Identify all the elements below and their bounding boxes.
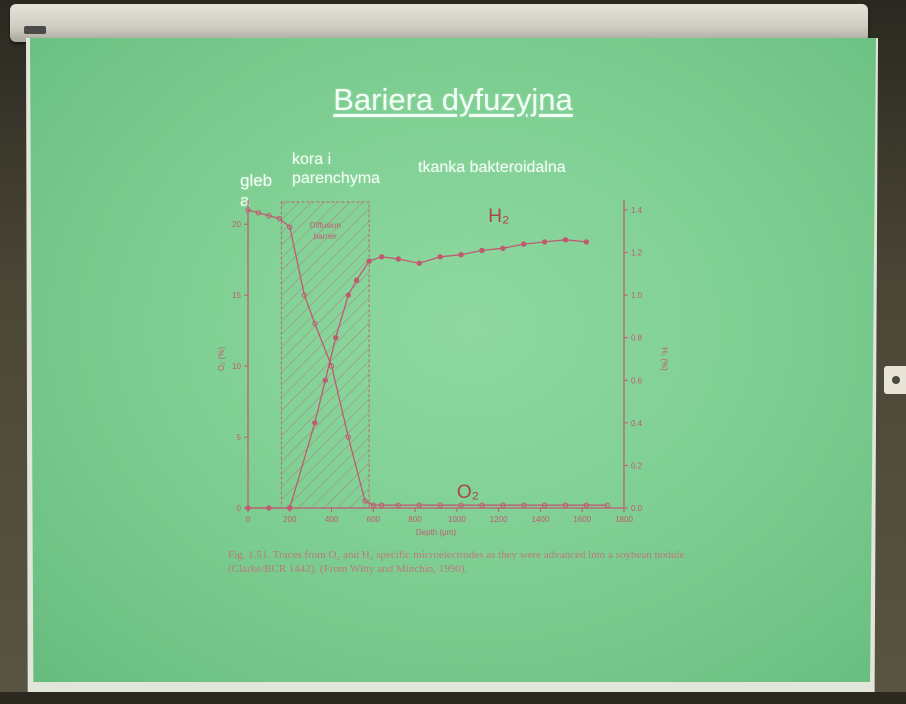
diffusion-barrier-label: Diffusion — [310, 221, 341, 230]
projector-screen-roller — [10, 4, 868, 42]
y-left-tick-label: 10 — [232, 362, 241, 371]
data-point-h2 — [333, 335, 339, 341]
data-point-h2 — [353, 277, 360, 283]
y-left-axis-title: O₂ (%) — [217, 347, 226, 371]
y-left-tick-label: 15 — [232, 291, 241, 300]
diffusion-barrier-label: barrier — [314, 232, 337, 241]
data-point-h2 — [287, 505, 293, 511]
data-point-h2 — [378, 254, 385, 260]
y-right-tick-label: 0.4 — [631, 419, 643, 428]
data-point-o2 — [521, 502, 527, 508]
x-tick-label: 1200 — [490, 515, 508, 524]
y-right-tick-label: 0.0 — [631, 504, 643, 513]
data-point-o2 — [370, 502, 377, 508]
data-point-o2 — [276, 215, 283, 222]
y-right-tick-label: 0.8 — [631, 334, 643, 343]
floor-shadow — [0, 692, 906, 704]
projected-slide: Bariera dyfuzyjna gleb a kora i parenchy… — [30, 38, 876, 682]
roller-end-cap — [24, 26, 46, 34]
data-point-h2 — [521, 241, 527, 247]
data-point-h2 — [458, 252, 464, 258]
y-right-tick-label: 0.2 — [631, 461, 643, 470]
data-point-h2 — [395, 256, 402, 262]
data-point-o2 — [287, 224, 293, 230]
data-point-o2 — [362, 498, 368, 504]
diffusion-barrier-band — [280, 201, 370, 509]
y-left-tick-label: 0 — [237, 504, 242, 513]
series-line-h2 — [248, 239, 587, 509]
series-line-o2 — [247, 209, 608, 506]
x-tick-label: 400 — [325, 515, 339, 524]
figure-caption: Fig. 1.51. Traces from O₂ and H₂ specifi… — [228, 549, 685, 575]
zone-label-soil: gleb a — [240, 171, 273, 210]
y-right-tick-label: 1.2 — [631, 249, 643, 258]
data-point-o2 — [312, 320, 318, 327]
data-point-o2 — [583, 502, 590, 508]
y-right-axis-title: H₂ (%) — [660, 347, 669, 371]
x-tick-label: 1000 — [448, 515, 466, 524]
data-point-h2 — [583, 239, 590, 245]
data-point-h2 — [437, 254, 443, 260]
x-tick-label: 1800 — [615, 515, 633, 524]
data-point-h2 — [562, 237, 569, 243]
data-point-o2 — [301, 292, 308, 298]
slide-title: Bariera dyfuzyjna — [333, 82, 573, 117]
y-right-tick-label: 1.4 — [631, 206, 643, 215]
zone-label-cortex: kora i parenchyma — [292, 151, 381, 187]
x-tick-label: 600 — [367, 515, 381, 524]
y-left-tick-label: 20 — [232, 220, 241, 229]
data-point-o2 — [416, 502, 422, 508]
data-point-h2 — [479, 247, 485, 254]
x-tick-label: 1600 — [573, 515, 591, 524]
data-point-h2 — [312, 420, 318, 426]
x-tick-label: 800 — [408, 515, 422, 524]
data-point-o2 — [479, 502, 485, 508]
data-point-o2 — [266, 212, 272, 219]
data-point-h2 — [541, 239, 548, 245]
series-label-h2: H₂ — [488, 206, 509, 227]
zone-label-bacteroid: tkanka bakteroidalna — [418, 159, 566, 176]
x-axis-title: Depth (μm) — [416, 528, 457, 537]
data-point-o2 — [437, 502, 443, 508]
data-point-o2 — [345, 434, 351, 440]
data-point-o2 — [541, 502, 548, 508]
data-point-h2 — [366, 258, 372, 264]
data-point-h2 — [345, 292, 351, 298]
series-label-o2: O₂ — [457, 482, 479, 503]
data-point-o2 — [255, 210, 262, 216]
data-point-h2 — [416, 260, 422, 266]
data-point-h2 — [322, 377, 328, 383]
data-point-h2 — [245, 505, 251, 511]
data-point-o2 — [395, 502, 402, 508]
y-right-tick-label: 0.6 — [631, 376, 643, 385]
x-tick-label: 0 — [246, 515, 251, 524]
data-point-o2 — [458, 502, 464, 508]
x-tick-label: 1400 — [532, 515, 550, 524]
data-point-h2 — [266, 505, 272, 511]
data-point-o2 — [604, 502, 610, 508]
x-tick-label: 200 — [283, 515, 297, 524]
data-point-o2 — [562, 502, 569, 508]
data-point-o2 — [328, 363, 335, 369]
wall-switch — [884, 366, 906, 394]
data-point-h2 — [500, 245, 506, 252]
y-left-tick-label: 5 — [237, 433, 242, 442]
data-point-o2 — [378, 502, 385, 508]
y-right-tick-label: 1.0 — [631, 291, 643, 300]
data-point-o2 — [500, 502, 506, 508]
